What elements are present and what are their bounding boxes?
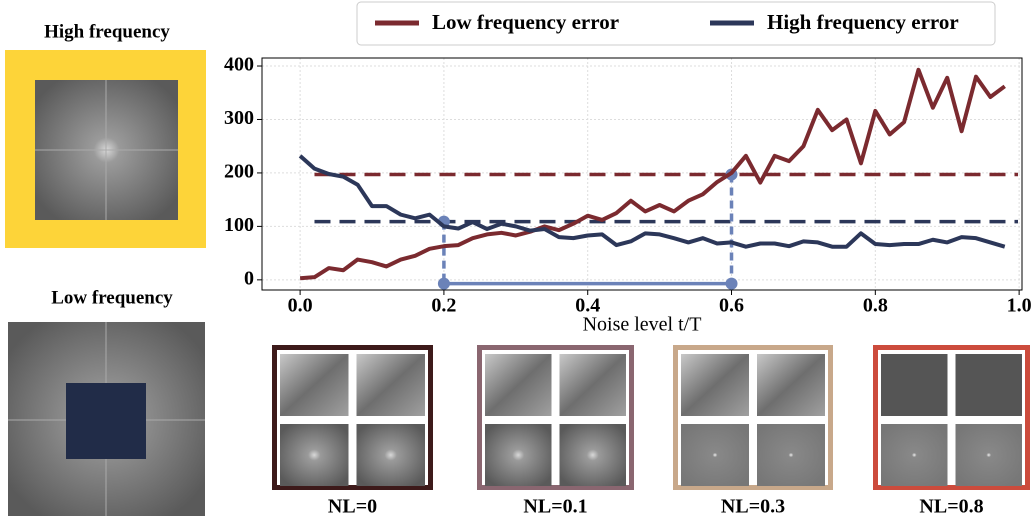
photo — [559, 354, 626, 416]
spectrum — [280, 424, 349, 486]
y-tick-label: 0 — [244, 267, 254, 289]
x-tick-label: 0.6 — [719, 295, 744, 317]
y-tick-label: 100 — [224, 214, 254, 236]
y-tick-label: 400 — [224, 54, 254, 76]
sample-label: NL=0.8 — [919, 496, 983, 518]
photo — [955, 354, 1022, 416]
sample-label: NL=0.1 — [523, 496, 587, 518]
spectrum — [356, 424, 425, 486]
photo — [485, 354, 552, 416]
panel-title: High frequency — [44, 21, 170, 42]
photo — [356, 354, 425, 416]
series-line — [299, 67, 1006, 281]
photo — [757, 354, 825, 416]
legend-label: Low frequency error — [432, 10, 619, 34]
y-tick-label: 200 — [224, 161, 254, 183]
photo — [881, 354, 948, 416]
spectrum — [559, 424, 626, 486]
sample-label: NL=0.3 — [721, 496, 785, 518]
x-tick-label: 0.0 — [288, 295, 313, 317]
highlight-dot — [437, 277, 450, 290]
x-tick-label: 0.4 — [575, 295, 600, 317]
x-tick-label: 1.0 — [1007, 295, 1032, 317]
photo — [681, 354, 749, 416]
x-axis-label: Noise level t/T — [583, 314, 702, 336]
legend-label: High frequency error — [767, 10, 959, 34]
mask — [66, 383, 146, 459]
panel-title: Low frequency — [51, 287, 173, 308]
sample-label: NL=0 — [328, 496, 377, 518]
series-line — [298, 154, 1006, 249]
spectrum — [485, 424, 552, 486]
spectrum — [955, 424, 1022, 486]
spectrum — [881, 424, 948, 486]
photo — [280, 354, 349, 416]
x-tick-label: 0.2 — [431, 295, 456, 317]
legend — [356, 1, 996, 46]
plot-frame — [261, 57, 1023, 291]
y-tick-label: 300 — [224, 107, 254, 129]
spectrum — [681, 424, 749, 486]
x-tick-label: 0.8 — [863, 295, 888, 317]
spectrum — [757, 424, 825, 486]
highlight-dot — [725, 277, 738, 290]
